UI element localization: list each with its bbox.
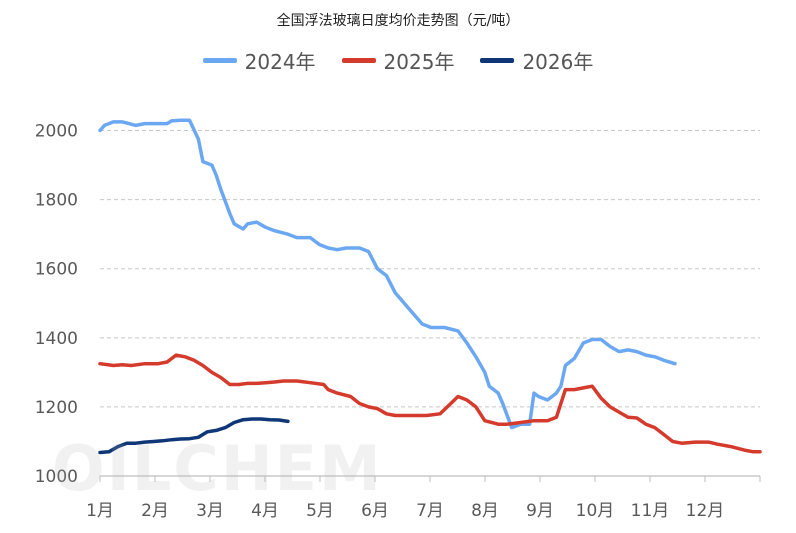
legend-swatch-2024	[202, 58, 237, 63]
y-tick-label-1200: 1200	[35, 398, 78, 418]
y-tick-label-1400: 1400	[35, 329, 78, 349]
x-tick-label-4: 4月	[251, 501, 279, 521]
legend-item-2026: 2026年	[480, 46, 593, 75]
legend-swatch-2025	[341, 58, 376, 63]
x-tick-label-11: 11月	[631, 501, 670, 521]
x-tick-label-9: 9月	[526, 501, 554, 521]
grid-lines	[100, 130, 760, 408]
x-tick-label-7: 7月	[416, 501, 444, 521]
x-tick-label-5: 5月	[306, 501, 334, 521]
legend: 2024年 2025年 2026年	[0, 46, 796, 75]
x-tick-label-12: 12月	[686, 501, 725, 521]
legend-item-2024: 2024年	[202, 46, 316, 75]
y-tick-label-1000: 1000	[35, 467, 78, 487]
legend-label-2025: 2025年	[383, 50, 455, 74]
legend-label-2026: 2026年	[522, 50, 594, 74]
legend-swatch-2026	[480, 58, 515, 63]
x-tick-label-1: 1月	[86, 501, 114, 521]
y-tick-label-2000: 2000	[35, 122, 78, 142]
x-tick-label-6: 6月	[361, 501, 389, 521]
series-line-2024	[98, 118, 677, 430]
y-tick-label-1800: 1800	[35, 191, 78, 211]
x-tick-label-10: 10月	[576, 501, 615, 521]
series-line-2026	[98, 417, 290, 455]
x-tick-label-8: 8月	[471, 501, 499, 521]
series-line-2025	[98, 353, 762, 454]
legend-item-2025: 2025年	[341, 46, 455, 75]
legend-label-2024: 2024年	[244, 50, 316, 74]
x-tick-label-3: 3月	[196, 501, 224, 521]
axes: 1000 1200 1400 1600 1800 2000 1月 2月 3月 4月 5月 6月 7月 8月…	[35, 122, 761, 521]
x-tick-label-2: 2月	[141, 501, 169, 521]
chart-title: 全国浮法玻璃日度均价走势图（元/吨）	[276, 13, 520, 29]
y-tick-label-1600: 1600	[35, 260, 78, 280]
series-lines	[98, 118, 762, 455]
